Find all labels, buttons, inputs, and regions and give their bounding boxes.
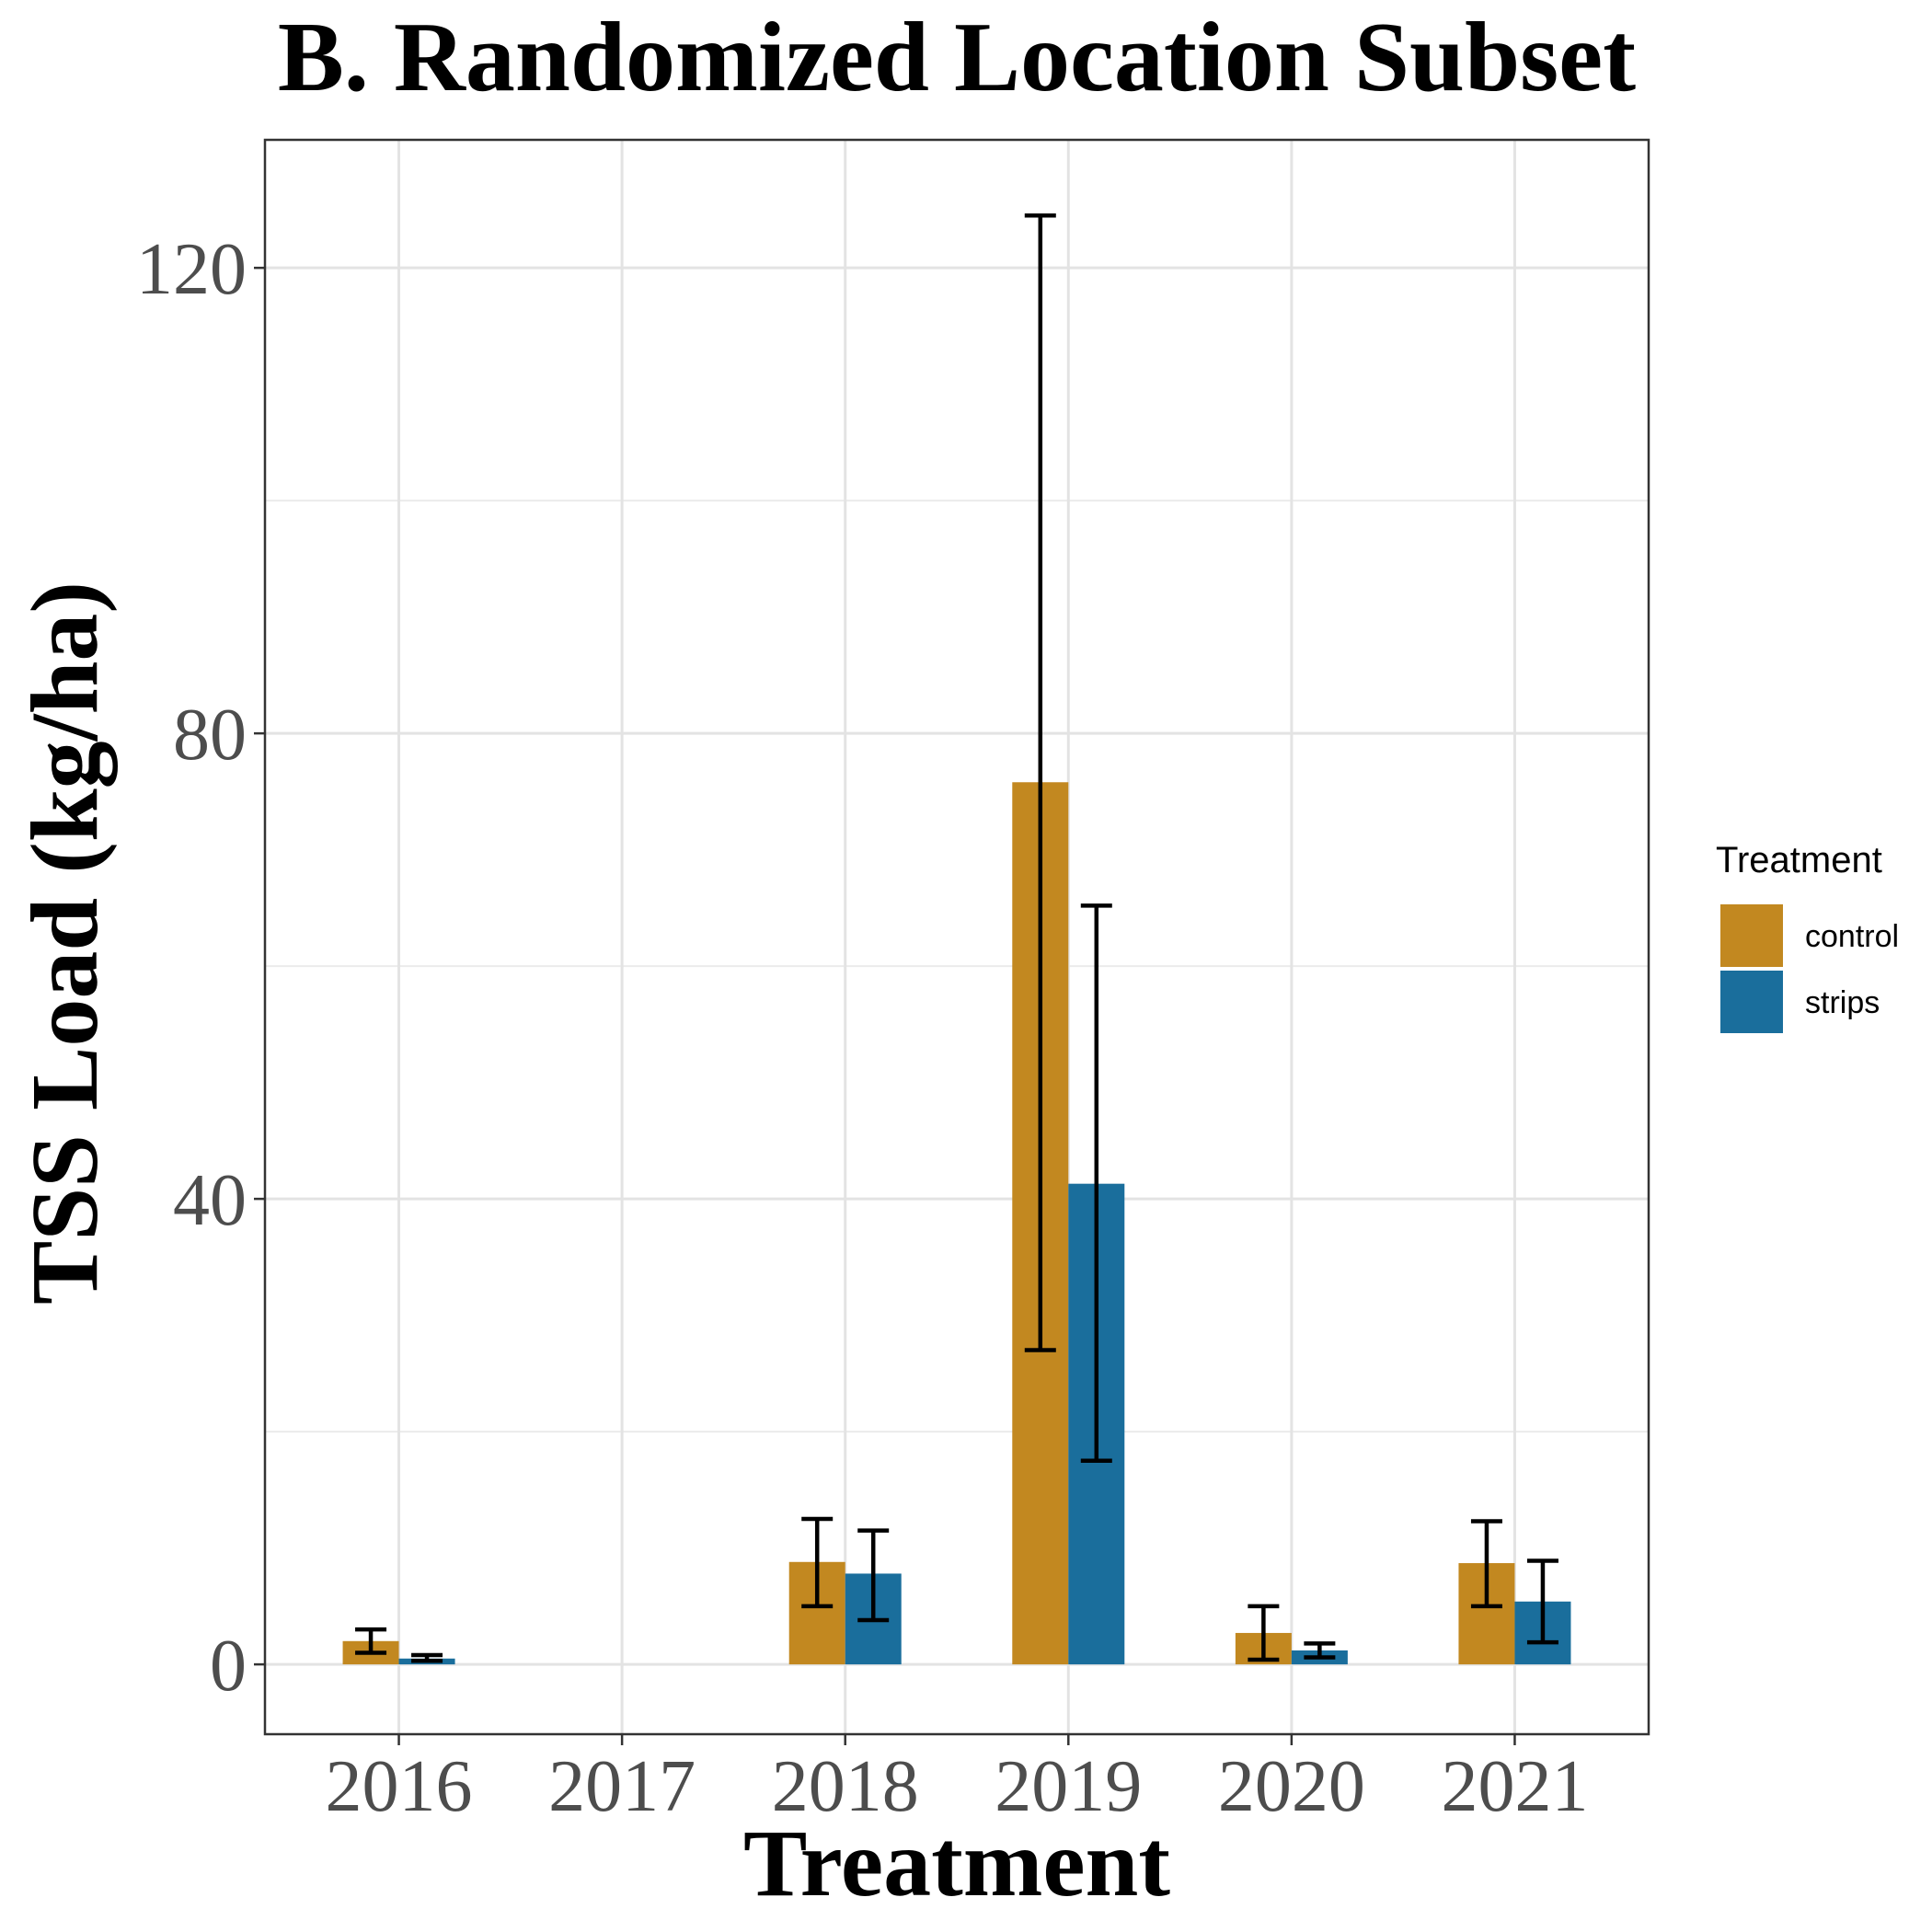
y-tick-label: 80 xyxy=(173,695,247,776)
x-tick-label: 2019 xyxy=(995,1746,1142,1827)
error-bar-strips-2020 xyxy=(1304,1641,1336,1660)
y-tick-label: 120 xyxy=(136,229,247,310)
chart-title: B. Randomized Location Subset xyxy=(278,3,1636,112)
legend-key-control xyxy=(1720,904,1783,967)
x-axis-title: Treatment xyxy=(743,1811,1170,1916)
error-bar-control-2020 xyxy=(1248,1604,1280,1662)
error-bar-control-2021 xyxy=(1470,1519,1502,1609)
x-tick-label: 2021 xyxy=(1441,1746,1588,1827)
legend-title: Treatment xyxy=(1716,840,1882,880)
error-bar-strips-2019 xyxy=(1080,903,1112,1463)
panel-border xyxy=(263,138,1650,1736)
legend-key-strips xyxy=(1720,971,1783,1033)
error-bar-control-2018 xyxy=(801,1516,834,1609)
x-tick-label: 2017 xyxy=(548,1746,696,1827)
legend-label-control: control xyxy=(1805,919,1899,954)
error-bar-strips-2016 xyxy=(411,1652,443,1663)
error-bar-strips-2021 xyxy=(1526,1558,1558,1645)
x-tick-label: 2020 xyxy=(1218,1746,1365,1827)
error-bar-strips-2018 xyxy=(857,1528,890,1623)
y-tick-label: 0 xyxy=(210,1626,247,1707)
x-tick-label: 2016 xyxy=(326,1746,473,1827)
y-axis-title: TSS Load (kg/ha) xyxy=(12,581,118,1305)
legend-label-strips: strips xyxy=(1805,985,1880,1020)
plot-area: 0 40 80 120 2016 2017 2018 2019 2020 2021 xyxy=(136,138,1650,1827)
legend: Treatment control strips xyxy=(1716,840,1899,1033)
legend-items: control strips xyxy=(1720,904,1899,1033)
error-bar-control-2019 xyxy=(1024,213,1056,1352)
panel-background xyxy=(265,140,1649,1734)
y-tick-label: 40 xyxy=(173,1160,247,1241)
x-tick-label: 2018 xyxy=(772,1746,919,1827)
error-bar-control-2016 xyxy=(355,1627,387,1655)
